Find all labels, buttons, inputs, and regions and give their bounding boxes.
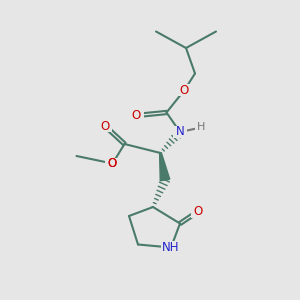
Text: O: O <box>194 205 202 218</box>
FancyBboxPatch shape <box>173 126 187 138</box>
Text: N: N <box>176 125 184 139</box>
FancyBboxPatch shape <box>190 206 206 218</box>
FancyBboxPatch shape <box>105 158 120 169</box>
Text: O: O <box>132 109 141 122</box>
Text: O: O <box>180 83 189 97</box>
FancyBboxPatch shape <box>195 122 207 133</box>
Text: H: H <box>197 122 205 133</box>
Text: O: O <box>100 119 109 133</box>
FancyBboxPatch shape <box>129 110 144 122</box>
Text: NH: NH <box>162 241 180 254</box>
Polygon shape <box>160 153 170 181</box>
Text: O: O <box>108 157 117 170</box>
FancyBboxPatch shape <box>105 158 120 169</box>
FancyBboxPatch shape <box>161 241 181 254</box>
Text: O: O <box>108 157 117 170</box>
FancyBboxPatch shape <box>98 120 112 132</box>
FancyBboxPatch shape <box>177 84 192 96</box>
